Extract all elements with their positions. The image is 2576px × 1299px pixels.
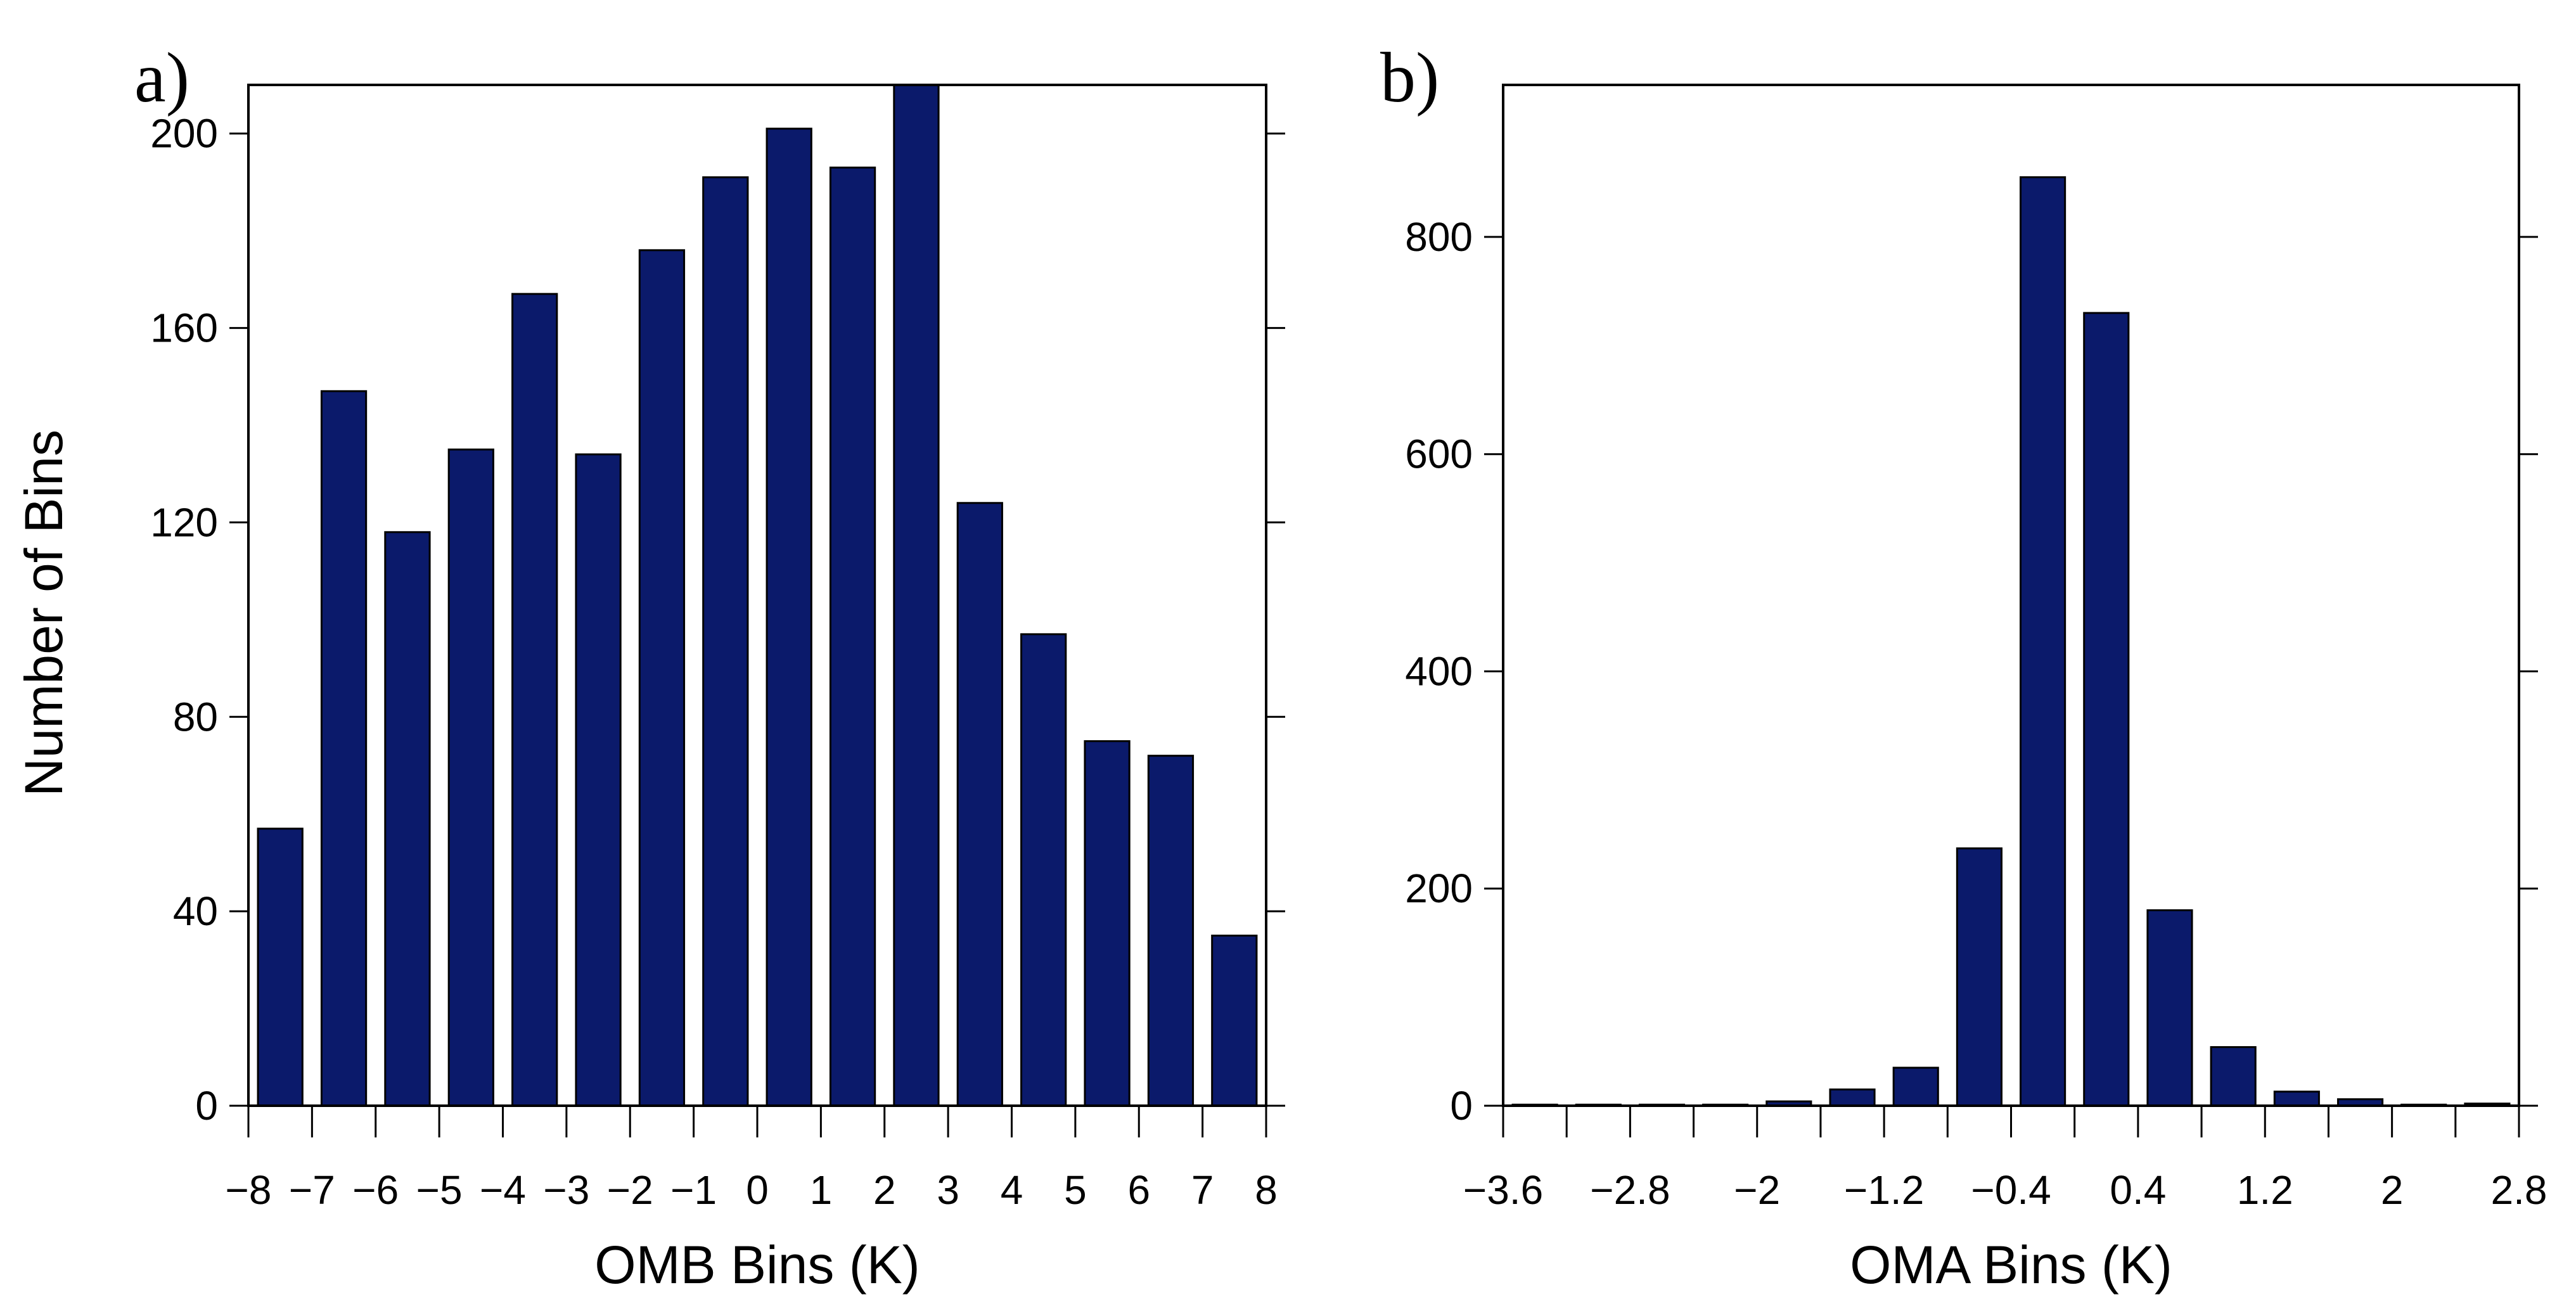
y-axis-title: Number of Bins xyxy=(14,430,74,797)
bar xyxy=(320,390,368,1107)
x-tick-label: −6 xyxy=(352,1167,399,1213)
bar xyxy=(384,531,431,1107)
bar xyxy=(447,448,494,1107)
x-tick-label: 5 xyxy=(1064,1167,1087,1213)
x-tick-label: −3.6 xyxy=(1463,1167,1543,1213)
x-tick-label: 6 xyxy=(1127,1167,1150,1213)
bar xyxy=(257,828,304,1107)
bar xyxy=(1147,755,1195,1107)
x-tick-label: 2 xyxy=(873,1167,896,1213)
x-tick-label: −5 xyxy=(416,1167,463,1213)
x-tick-label: 4 xyxy=(1001,1167,1023,1213)
bar xyxy=(1211,935,1258,1107)
bar xyxy=(1084,740,1131,1107)
bar xyxy=(1956,847,2002,1107)
y-tick-label: 600 xyxy=(1405,432,1473,477)
y-tick-label: 0 xyxy=(195,1083,218,1129)
y-tick-label: 400 xyxy=(1405,648,1473,694)
panel-label: a) xyxy=(134,39,189,117)
x-tick-label: −0.4 xyxy=(1971,1167,2051,1213)
x-tick-label: −1 xyxy=(670,1167,717,1213)
plot-frame xyxy=(1502,84,2520,1107)
x-tick-label: 0 xyxy=(746,1167,769,1213)
bar xyxy=(2210,1046,2257,1107)
bar xyxy=(702,176,749,1107)
x-tick-label: 2.8 xyxy=(2491,1167,2547,1213)
x-tick-label: 8 xyxy=(1255,1167,1278,1213)
x-axis-title: OMB Bins (K) xyxy=(594,1235,920,1295)
bar xyxy=(1020,633,1067,1107)
bar xyxy=(2146,909,2193,1107)
x-tick-label: −2 xyxy=(607,1167,653,1213)
x-tick-label: −1.2 xyxy=(1844,1167,1924,1213)
bar xyxy=(1829,1088,1876,1107)
bar xyxy=(893,84,940,1107)
x-tick-label: 0.4 xyxy=(2110,1167,2166,1213)
x-tick-label: 3 xyxy=(937,1167,959,1213)
y-tick-label: 0 xyxy=(1450,1083,1473,1129)
x-tick-label: 1 xyxy=(810,1167,833,1213)
bar xyxy=(511,293,558,1107)
bar xyxy=(575,453,622,1107)
panel-b: b) 0 200 400 600 800 −3.6 −2.8 −2 −1.2 −0.4 0.4 1.2 2… xyxy=(1380,39,2547,1295)
y-tick-label: 200 xyxy=(150,111,218,157)
bar xyxy=(956,502,1003,1107)
y-tick-label: 40 xyxy=(173,888,218,934)
x-tick-label: 1.2 xyxy=(2237,1167,2293,1213)
y-tick-label: 800 xyxy=(1405,214,1473,260)
x-tick-label: −3 xyxy=(543,1167,589,1213)
y-tick-label: 120 xyxy=(150,499,218,545)
x-tick-label: 2 xyxy=(2381,1167,2404,1213)
x-tick-label: −2.8 xyxy=(1590,1167,1670,1213)
bar xyxy=(638,249,686,1107)
bar xyxy=(2083,312,2130,1107)
x-tick-label: 7 xyxy=(1191,1167,1214,1213)
x-tick-label: −2 xyxy=(1734,1167,1780,1213)
panel-label: b) xyxy=(1380,39,1439,117)
y-tick-label: 80 xyxy=(173,694,218,739)
x-tick-label: −8 xyxy=(226,1167,272,1213)
bar xyxy=(829,166,876,1107)
bar xyxy=(2020,176,2067,1107)
x-tick-label: −7 xyxy=(289,1167,335,1213)
x-tick-label: −4 xyxy=(480,1167,526,1213)
bar xyxy=(766,127,812,1107)
y-tick-label: 160 xyxy=(150,305,218,351)
bar xyxy=(2273,1091,2320,1107)
x-axis-title: OMA Bins (K) xyxy=(1850,1235,2172,1295)
bar xyxy=(1892,1066,1939,1107)
y-tick-label: 200 xyxy=(1405,866,1473,911)
